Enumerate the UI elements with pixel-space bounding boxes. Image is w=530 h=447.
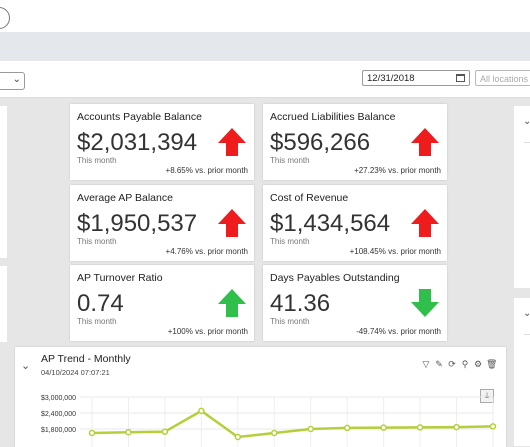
kpi-value: $1,950,537 xyxy=(77,210,198,237)
arrow-up-red-icon xyxy=(411,209,439,237)
y-tick-label: $3,000,000 xyxy=(41,395,76,402)
date-field[interactable]: 12/31/2018 xyxy=(362,70,470,86)
kpi-value: 41.36 xyxy=(270,290,331,317)
chart-title: AP Trend - Monthly xyxy=(41,353,131,365)
kpi-card-cost-of-revenue[interactable]: Cost of Revenue $1,434,564 This month +1… xyxy=(263,185,447,261)
kpi-change: +108.45% vs. prior month xyxy=(349,247,441,256)
data-point[interactable] xyxy=(161,428,169,435)
kpi-card-days-payables[interactable]: Days Payables Outstanding 41.36 This mon… xyxy=(263,265,447,341)
arrow-up-red-icon xyxy=(218,128,246,156)
data-point[interactable] xyxy=(416,424,424,431)
locations-field[interactable]: All locations xyxy=(475,70,530,86)
kpi-title: Accrued Liabilities Balance xyxy=(270,111,396,123)
date-field-value: 12/31/2018 xyxy=(367,73,415,84)
trash-icon[interactable]: 🗑 xyxy=(486,359,498,369)
filter-icon[interactable]: ▽ xyxy=(422,359,430,369)
kpi-change: -49.74% vs. prior month xyxy=(356,327,441,336)
kpi-subtitle: This month xyxy=(270,237,310,246)
kpi-subtitle: This month xyxy=(270,317,310,326)
kpi-value: $596,266 xyxy=(270,129,371,156)
refresh-icon[interactable]: ⟳ xyxy=(448,359,456,369)
kpi-value: $1,434,564 xyxy=(270,210,391,237)
kpi-subtitle: This month xyxy=(270,156,310,165)
ap-trend-chart: $3,000,000 $2,400,000 $1,800,000 xyxy=(41,395,497,447)
avatar-circle-icon[interactable] xyxy=(0,7,10,29)
kpi-card-average-ap[interactable]: Average AP Balance $1,950,537 This month… xyxy=(70,185,254,261)
divider xyxy=(524,142,530,143)
header-band xyxy=(0,32,530,61)
data-point[interactable] xyxy=(343,424,351,432)
pencil-icon[interactable]: ✎ xyxy=(435,359,443,369)
kpi-subtitle: This month xyxy=(77,156,117,165)
left-panel xyxy=(0,106,7,258)
chevron-down-icon[interactable]: ⌄ xyxy=(523,116,530,127)
kpi-title: Cost of Revenue xyxy=(270,192,349,204)
kpi-title: Days Payables Outstanding xyxy=(270,272,400,284)
left-panel-lower xyxy=(0,266,7,342)
kpi-card-accrued-liabilities[interactable]: Accrued Liabilities Balance $596,266 Thi… xyxy=(263,104,447,180)
series-line xyxy=(91,409,494,439)
dashboard-select[interactable]: ⌄ xyxy=(0,72,25,90)
kpi-value: 0.74 xyxy=(77,290,124,317)
kpi-change: +8.65% vs. prior month xyxy=(165,166,248,175)
chevron-down-icon: ⌄ xyxy=(12,74,21,85)
kpi-change: +27.23% vs. prior month xyxy=(354,166,441,175)
right-panel: ⌄ xyxy=(514,106,530,288)
data-point[interactable] xyxy=(453,423,460,431)
kpi-change: +4.76% vs. prior month xyxy=(165,247,248,256)
data-point[interactable] xyxy=(307,425,314,433)
data-point[interactable] xyxy=(380,424,387,431)
calendar-icon[interactable] xyxy=(456,74,465,82)
y-tick-label: $1,800,000 xyxy=(41,427,76,434)
data-point[interactable] xyxy=(88,429,96,437)
data-point[interactable] xyxy=(489,423,497,430)
chart-toolbar: ▽ ✎ ⟳ ⚲ ⚙ 🗑 xyxy=(421,359,498,369)
data-point[interactable] xyxy=(198,407,205,415)
right-panel-lower: ⌄ xyxy=(514,298,530,446)
kpi-title: Average AP Balance xyxy=(77,192,173,204)
ap-trend-panel: ⌄ AP Trend - Monthly 04/10/2024 07:07:21… xyxy=(15,347,506,447)
kpi-card-ap-turnover[interactable]: AP Turnover Ratio 0.74 This month +100% … xyxy=(70,265,254,341)
kpi-card-accounts-payable[interactable]: Accounts Payable Balance $2,031,394 This… xyxy=(70,104,254,180)
kpi-title: AP Turnover Ratio xyxy=(77,272,163,284)
kpi-change: +100% vs. prior month xyxy=(167,327,248,336)
chevron-down-icon[interactable]: ⌄ xyxy=(21,360,31,372)
kpi-value: $2,031,394 xyxy=(77,129,198,156)
gear-icon[interactable]: ⚙ xyxy=(473,359,483,369)
download-icon[interactable]: ⤓ xyxy=(480,389,494,403)
arrow-up-green-icon xyxy=(218,289,246,317)
chart-timestamp: 04/10/2024 07:07:21 xyxy=(41,368,110,377)
y-tick-label: $2,400,000 xyxy=(41,411,76,418)
arrow-up-red-icon xyxy=(411,128,439,156)
top-bar xyxy=(0,0,530,32)
kpi-title: Accounts Payable Balance xyxy=(77,111,202,123)
kpi-subtitle: This month xyxy=(77,317,117,326)
search-icon[interactable]: ⚲ xyxy=(461,359,469,369)
kpi-subtitle: This month xyxy=(77,237,117,246)
data-point[interactable] xyxy=(234,433,242,441)
data-point[interactable] xyxy=(271,429,278,437)
divider xyxy=(524,334,530,335)
chevron-down-icon[interactable]: ⌄ xyxy=(523,308,530,319)
arrow-up-red-icon xyxy=(218,209,246,237)
arrow-down-green-icon xyxy=(411,289,439,317)
data-point[interactable] xyxy=(125,428,132,436)
